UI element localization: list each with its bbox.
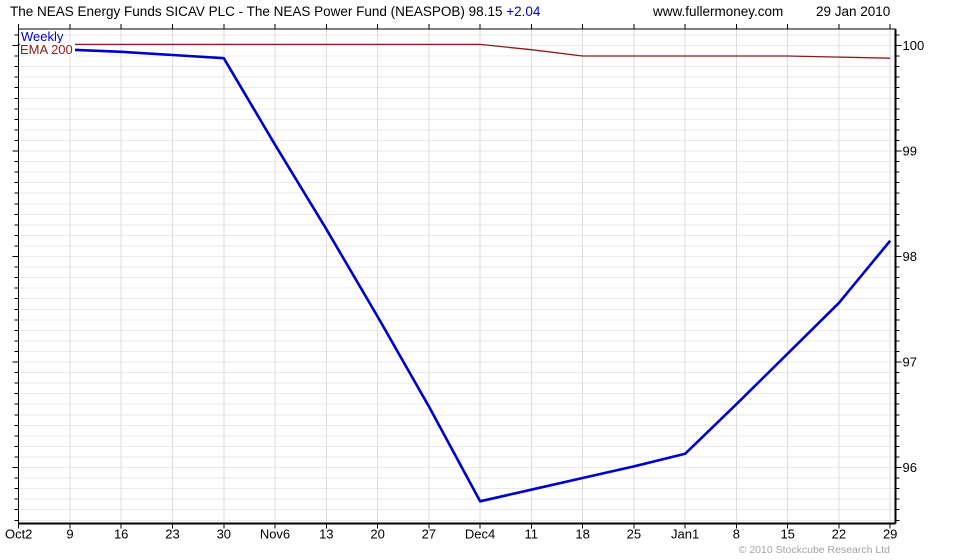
svg-text:23: 23 — [165, 527, 179, 542]
svg-text:15: 15 — [780, 527, 794, 542]
svg-text:96: 96 — [903, 460, 917, 475]
svg-text:9: 9 — [66, 527, 73, 542]
svg-text:11: 11 — [525, 527, 539, 542]
chart-title-text: The NEAS Energy Funds SICAV PLC - The NE… — [10, 4, 503, 19]
svg-text:27: 27 — [422, 527, 436, 542]
svg-text:25: 25 — [627, 527, 641, 542]
svg-text:30: 30 — [217, 527, 231, 542]
svg-text:Dec4: Dec4 — [465, 527, 495, 542]
svg-text:16: 16 — [114, 527, 128, 542]
price-line — [69, 48, 892, 503]
x-axis-labels: Oct2 9 16 23 30 Nov6 13 20 27 Dec4 11 18 25 Jan1 8 15 22… — [5, 527, 897, 542]
svg-text:Jan1: Jan1 — [671, 527, 699, 542]
plot-frame — [18, 28, 897, 525]
svg-text:97: 97 — [903, 355, 917, 370]
svg-text:98: 98 — [903, 249, 917, 264]
ema-line — [18, 43, 891, 59]
chart-title: The NEAS Energy Funds SICAV PLC - The NE… — [10, 4, 540, 19]
svg-text:22: 22 — [832, 527, 846, 542]
y-axis-labels: 100 99 98 97 96 — [903, 38, 925, 475]
horizontal-gridlines — [18, 34, 896, 521]
chart-date: 29 Jan 2010 — [816, 4, 891, 19]
svg-text:18: 18 — [575, 527, 589, 542]
svg-text:8: 8 — [733, 527, 740, 542]
svg-text:Nov6: Nov6 — [260, 527, 290, 542]
vertical-gridlines — [69, 29, 891, 524]
legend-weekly: Weekly — [21, 29, 66, 44]
svg-text:Oct2: Oct2 — [5, 527, 32, 542]
legend-ema-200: EMA 200 — [20, 42, 75, 57]
price-change: +2.04 — [506, 4, 541, 19]
copyright-notice: © 2010 Stockcube Research Ltd — [738, 544, 890, 556]
svg-text:100: 100 — [903, 38, 925, 53]
svg-text:99: 99 — [903, 144, 917, 159]
svg-text:29: 29 — [883, 527, 897, 542]
svg-text:13: 13 — [319, 527, 333, 542]
svg-text:20: 20 — [370, 527, 384, 542]
website-text: www.fullermoney.com — [653, 4, 784, 19]
